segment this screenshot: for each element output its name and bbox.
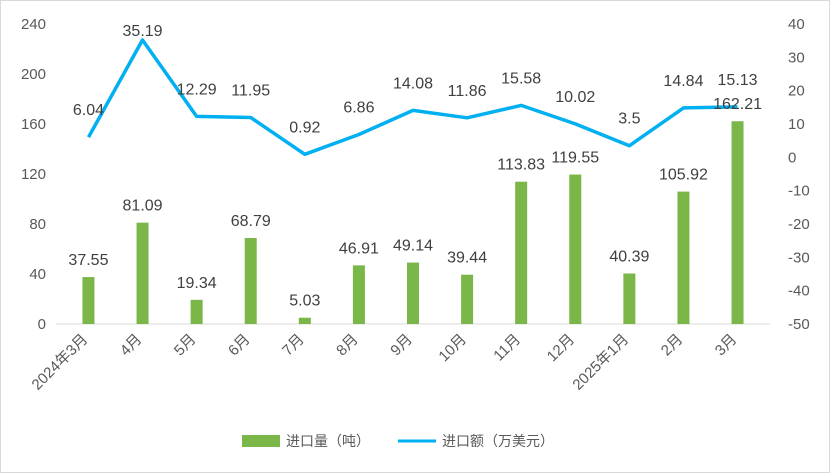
bar (731, 121, 744, 324)
line-data-labels: 6.04 35.19 12.29 11.95 0.92 6.86 14.08 11.86 15.… (73, 23, 758, 136)
category-label: 2025年1月 (569, 331, 632, 394)
bar-data-labels: 37.55 81.09 19.34 68.79 5.03 46.91 49.14 39.44 1… (68, 96, 762, 309)
bar (515, 181, 528, 324)
right-tick-label: -30 (788, 249, 810, 266)
line-value-label: 14.08 (393, 75, 433, 92)
bar-series (82, 121, 744, 324)
category-label: 4月 (117, 331, 146, 360)
category-label: 9月 (387, 331, 416, 360)
category-label: 7月 (279, 331, 308, 360)
bar-value-label: 49.14 (393, 238, 433, 255)
bar-value-label: 39.44 (447, 250, 487, 267)
bar (677, 191, 690, 324)
right-tick-label: 30 (788, 49, 805, 66)
bar (352, 265, 365, 324)
line-value-label: 14.84 (663, 73, 703, 90)
right-tick-label: 0 (788, 149, 796, 166)
right-tick-label: -10 (788, 183, 810, 200)
bar-value-label: 119.55 (551, 150, 599, 167)
line-value-label: 3.5 (618, 111, 640, 128)
line-value-label: 6.04 (73, 102, 104, 119)
category-label: 11月 (490, 331, 524, 365)
bar-value-label: 37.55 (68, 252, 108, 269)
bar (82, 277, 95, 324)
line-value-label: 11.86 (448, 83, 487, 100)
line-value-label: 11.95 (231, 83, 270, 100)
left-tick-label: 200 (21, 66, 46, 83)
line-value-label: 6.86 (343, 99, 374, 116)
left-tick-label: 0 (38, 316, 46, 333)
bar (190, 299, 203, 324)
right-tick-label: -50 (788, 316, 810, 333)
line-value-label: 0.92 (289, 119, 320, 136)
bar (407, 262, 419, 324)
legend-bar-label: 进口量（吨） (286, 434, 370, 450)
bar-value-label: 19.34 (177, 275, 217, 292)
bar-value-label: 162.21 (713, 96, 762, 113)
right-axis-ticks: -50 -40 -30 -20 -10 0 10 20 30 40 (788, 16, 810, 333)
legend-line-label: 进口额（万美元） (442, 434, 554, 450)
category-label: 3月 (712, 331, 741, 360)
right-tick-label: 20 (788, 83, 805, 100)
left-tick-label: 120 (21, 166, 46, 183)
category-label: 5月 (171, 331, 200, 360)
bar-value-label: 68.79 (231, 213, 271, 230)
bar (136, 222, 149, 324)
line-value-label: 35.19 (123, 23, 163, 40)
category-label: 6月 (225, 331, 254, 360)
bar (623, 273, 636, 324)
right-tick-label: 40 (788, 16, 805, 33)
bar-value-label: 5.03 (289, 293, 320, 310)
left-tick-label: 80 (29, 216, 46, 233)
bar-value-label: 113.83 (497, 157, 545, 174)
bar (244, 238, 257, 324)
bar (461, 274, 474, 324)
left-axis-ticks: 0 40 80 120 160 200 240 (21, 16, 46, 333)
right-tick-label: -40 (788, 283, 810, 300)
bar (569, 174, 582, 324)
line-value-label: 15.58 (501, 70, 541, 87)
category-label: 8月 (333, 331, 362, 360)
left-tick-label: 160 (21, 116, 46, 133)
bar-value-label: 46.91 (339, 240, 379, 257)
right-tick-label: -20 (788, 216, 810, 233)
bar (298, 317, 311, 324)
line-value-label: 10.02 (555, 89, 595, 106)
bar-value-label: 81.09 (123, 198, 163, 215)
category-label: 10月 (435, 331, 469, 365)
category-label: 2月 (658, 331, 687, 360)
bar-value-label: 105.92 (659, 167, 708, 184)
line-value-label: 12.29 (177, 81, 217, 98)
right-tick-label: 10 (788, 116, 805, 133)
category-label: 12月 (544, 331, 578, 365)
line-path (86, 38, 738, 157)
bar-value-label: 40.39 (609, 249, 649, 266)
line-series (86, 38, 738, 157)
left-tick-label: 40 (29, 266, 46, 283)
category-label: 2024年3月 (29, 331, 92, 394)
legend-bar-swatch (242, 435, 280, 447)
legend: 进口量（吨） 进口额（万美元） (242, 434, 554, 450)
left-tick-label: 240 (21, 16, 46, 33)
line-value-label: 15.13 (718, 72, 758, 89)
